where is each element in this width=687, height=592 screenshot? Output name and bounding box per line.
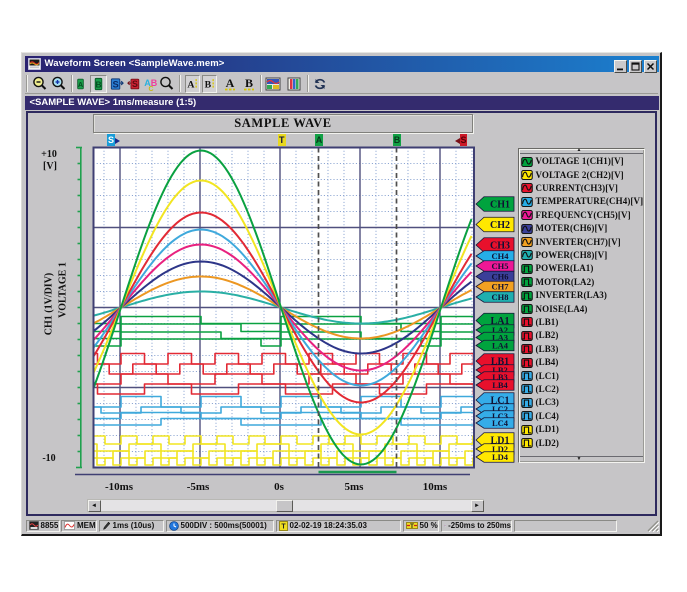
svg-text:-10ms: -10ms <box>105 481 134 493</box>
svg-text:10ms: 10ms <box>423 481 448 493</box>
svg-text:CH5: CH5 <box>492 261 509 271</box>
svg-text:LC2: LC2 <box>492 404 508 414</box>
svg-text:CH3: CH3 <box>490 240 510 251</box>
svg-text:CH2: CH2 <box>490 220 510 231</box>
svg-text:LB3: LB3 <box>492 372 508 382</box>
svg-text:B: B <box>95 79 101 89</box>
svg-text:LA2: LA2 <box>492 325 508 335</box>
svg-text:A: A <box>225 76 234 90</box>
svg-text:-5ms: -5ms <box>187 481 210 493</box>
svg-text:B: B <box>205 79 212 90</box>
svg-text:LD1: LD1 <box>491 435 510 446</box>
svg-text:0s: 0s <box>274 481 285 493</box>
svg-text:LD2: LD2 <box>492 444 508 454</box>
svg-text:CH6: CH6 <box>492 271 509 281</box>
svg-text:A: A <box>144 78 151 88</box>
svg-text:B: B <box>244 76 252 90</box>
svg-text:LB1: LB1 <box>491 356 509 367</box>
svg-text:CH7: CH7 <box>492 281 510 291</box>
svg-text:CH8: CH8 <box>492 292 509 302</box>
svg-text:LA4: LA4 <box>492 340 509 350</box>
svg-text:CH1 (1V/DIV): CH1 (1V/DIV) <box>44 273 55 336</box>
svg-text:CH4: CH4 <box>492 251 510 261</box>
svg-text:S: S <box>131 79 137 89</box>
svg-text:[V]: [V] <box>43 161 57 172</box>
svg-text:T: T <box>281 523 286 530</box>
svg-text:VOLTAGE 1: VOLTAGE 1 <box>58 262 69 318</box>
svg-text:C: C <box>148 86 153 92</box>
svg-text:LC4: LC4 <box>492 418 509 428</box>
svg-text:S: S <box>112 79 118 89</box>
svg-text:CH1: CH1 <box>490 199 510 210</box>
svg-text:LB2: LB2 <box>492 365 508 375</box>
svg-text:B: B <box>150 78 157 88</box>
svg-text:LA1: LA1 <box>491 316 510 327</box>
svg-text:LA3: LA3 <box>492 332 508 342</box>
svg-text:LC1: LC1 <box>491 395 510 406</box>
svg-text:+10: +10 <box>41 149 57 160</box>
svg-text:-10: -10 <box>42 453 55 464</box>
svg-text:A: A <box>187 79 194 90</box>
svg-text:5ms: 5ms <box>345 481 365 493</box>
svg-text:A: A <box>78 79 84 88</box>
svg-text:LB4: LB4 <box>492 380 508 390</box>
svg-text:LC3: LC3 <box>492 411 508 421</box>
svg-text:LD4: LD4 <box>492 452 509 462</box>
svg-text:T: T <box>410 523 414 530</box>
